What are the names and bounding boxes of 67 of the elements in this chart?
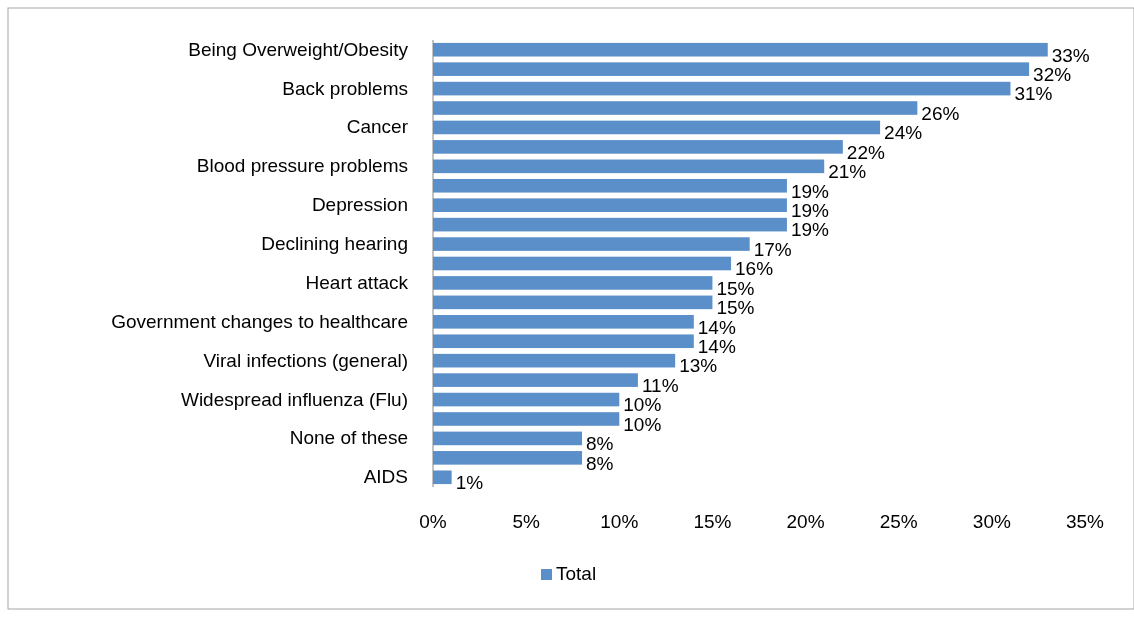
data-label: 21% [828, 161, 867, 183]
bar [433, 392, 620, 407]
data-label: 10% [623, 413, 662, 435]
bar [433, 140, 843, 154]
x-tick-label: 10% [600, 511, 639, 532]
bar [433, 412, 620, 426]
bar [433, 198, 787, 212]
y-tick-label: Back problems [282, 77, 408, 99]
y-tick-label: Blood pressure problems [196, 155, 408, 177]
data-label: 22% [846, 141, 885, 163]
data-label: 16% [735, 258, 774, 280]
y-tick-label: None of these [289, 427, 408, 449]
bar [433, 334, 694, 349]
data-label: 15% [716, 277, 755, 299]
y-tick-label: AIDS [363, 466, 408, 488]
data-label: 19% [790, 219, 830, 241]
y-tick-label: Cancer [346, 116, 409, 138]
x-tick-label: 35% [1065, 511, 1105, 532]
data-label: 8% [586, 433, 614, 455]
data-label: 13% [679, 355, 718, 377]
data-label: 26% [921, 102, 960, 124]
data-label: 11% [641, 374, 679, 396]
data-label: 19% [790, 180, 830, 202]
x-tick-label: 30% [972, 511, 1011, 532]
legend-label: Total [556, 563, 597, 584]
y-tick-label: Depression [311, 194, 408, 216]
bar [433, 42, 1048, 57]
bar [433, 315, 694, 329]
y-tick-label: Declining hearing [261, 233, 408, 255]
bar [433, 217, 787, 232]
data-label: 8% [586, 452, 614, 474]
bar [433, 178, 787, 193]
bar [433, 451, 583, 465]
data-label: 14% [697, 336, 736, 358]
bar [433, 295, 713, 310]
x-tick-label: 5% [512, 511, 540, 532]
data-label: 33% [1051, 44, 1090, 66]
bar [433, 159, 825, 174]
bar [433, 276, 713, 290]
y-tick-label: Government changes to healthcare [111, 310, 408, 332]
y-tick-label: Viral infections (general) [203, 349, 408, 371]
data-label: 1% [455, 472, 484, 494]
bar [433, 373, 638, 387]
y-tick-label: Being Overweight/Obesity [188, 38, 409, 60]
bar [433, 237, 750, 251]
data-label: 17% [753, 238, 792, 260]
x-tick-label: 0% [419, 511, 447, 532]
x-tick-label: 15% [693, 511, 732, 532]
x-tick-label: 25% [879, 511, 918, 532]
data-label: 24% [884, 122, 923, 144]
y-tick-label: Heart attack [305, 271, 409, 293]
data-label: 14% [697, 316, 736, 338]
bar [433, 470, 452, 485]
bar [433, 431, 583, 446]
data-label: 31% [1014, 83, 1053, 105]
x-tick-label: 20% [786, 511, 825, 532]
data-label: 32% [1033, 63, 1072, 85]
data-label: 19% [790, 200, 830, 221]
bar [433, 101, 918, 115]
bar [433, 353, 676, 368]
data-label: 15% [716, 297, 755, 319]
bar [433, 62, 1030, 76]
bar [433, 256, 732, 271]
bar [433, 120, 881, 135]
data-label: 10% [623, 394, 662, 416]
y-tick-label: Widespread influenza (Flu) [180, 388, 408, 410]
bar [433, 81, 1011, 96]
